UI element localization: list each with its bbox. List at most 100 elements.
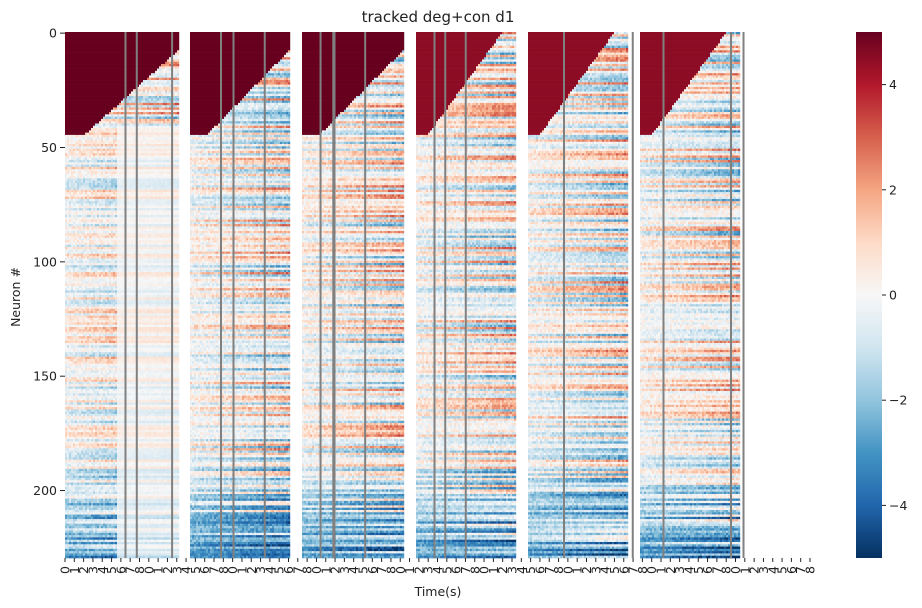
heatmap-cell [67,46,69,49]
heatmap-cell [109,32,111,35]
heatmap-cell [177,43,179,46]
heatmap-cell [81,34,83,37]
heatmap-cell [77,46,79,49]
heatmap-cell [67,43,69,46]
heatmap-cell [95,37,97,40]
heatmap-cell [79,50,81,53]
heatmap-cell [85,37,87,40]
heatmap-cell [121,46,123,49]
heatmap-cell [115,46,117,49]
heatmap-cell [73,43,75,46]
heatmap-cell [87,39,89,42]
heatmap-cell [103,32,105,35]
heatmap-cell [93,46,95,49]
heatmap-cell [151,41,153,44]
heatmap-cell [91,43,93,46]
heatmap-cell [111,32,113,35]
heatmap-cell [77,34,79,37]
heatmap-cell [65,43,67,46]
heatmap-cell [157,37,159,40]
heatmap-cell [103,41,105,44]
heatmap-cell [173,48,175,51]
heatmap-cell [97,48,99,51]
heatmap-cell [139,32,141,35]
heatmap-cell [155,43,157,46]
heatmap-cell [93,50,95,53]
heatmap-cell [139,46,141,49]
heatmap-cell [113,41,115,44]
heatmap-cell [169,34,171,37]
heatmap-cell [93,41,95,44]
heatmap-cell [169,48,171,51]
heatmap-cell [139,41,141,44]
heatmap-cell [71,43,73,46]
heatmap-cell [127,41,129,44]
heatmap-cell [173,41,175,44]
heatmap-cell [105,37,107,40]
heatmap-cell [117,32,119,35]
heatmap-cell [163,43,165,46]
heatmap-cell [151,37,153,40]
heatmap-cell [71,48,73,51]
heatmap-cell [153,46,155,49]
heatmap-cell [145,50,147,53]
heatmap-cell [155,50,157,53]
heatmap-cell [91,50,93,53]
heatmap-cell [69,37,71,40]
heatmap-cell [149,37,151,40]
heatmap-cell [127,43,129,46]
heatmap-cell [117,41,119,44]
heatmap-cell [159,34,161,37]
heatmap-cell [109,50,111,53]
heatmap-cell [97,50,99,53]
heatmap-cell [87,46,89,49]
heatmap-cell [107,39,109,42]
heatmap-cell [173,34,175,37]
heatmap-cell [155,46,157,49]
heatmap-cell [117,48,119,51]
heatmap-cell [155,48,157,51]
heatmap-cell [101,41,103,44]
heatmap-cell [91,32,93,35]
heatmap-cell [79,41,81,44]
heatmap-cell [167,41,169,44]
heatmap-cell [75,50,77,53]
heatmap-cell [67,39,69,42]
heatmap-cell [145,32,147,35]
heatmap-cell [139,43,141,46]
heatmap-cell [71,34,73,37]
heatmap-cell [143,46,145,49]
heatmap-cell [93,34,95,37]
heatmap-cell [149,43,151,46]
heatmap-cell [133,50,135,53]
heatmap-cell [79,32,81,35]
heatmap-cell [89,39,91,42]
heatmap-cell [165,37,167,40]
heatmap-cell [99,39,101,42]
heatmap-cell [83,48,85,51]
heatmap-cell [107,34,109,37]
heatmap-cell [151,32,153,35]
heatmap-cell [131,39,133,42]
heatmap-cell [175,34,177,37]
heatmap-cell [113,48,115,51]
heatmap-cell [155,37,157,40]
heatmap-cell [161,48,163,51]
heatmap-cell [159,32,161,35]
heatmap-cell [101,37,103,40]
heatmap-cell [79,39,81,42]
heatmap-cell [111,50,113,53]
heatmap-cell [121,32,123,35]
heatmap-cell [91,34,93,37]
heatmap-cell [121,34,123,37]
heatmap-cell [133,48,135,51]
heatmap-cell [119,48,121,51]
heatmap-cell [117,43,119,46]
heatmap-cell [91,41,93,44]
heatmap-cell [105,46,107,49]
heatmap-cell [65,46,67,49]
heatmap-cell [147,32,149,35]
heatmap-cell [145,34,147,37]
heatmap-cell [81,39,83,42]
heatmap-cell [127,34,129,37]
